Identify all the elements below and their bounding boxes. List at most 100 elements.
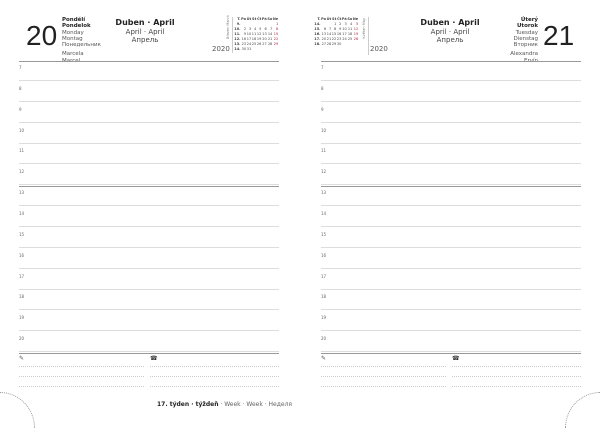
- hour-line: [321, 309, 581, 311]
- calendar-cell: 15: [273, 32, 279, 36]
- calendar-cell: T.: [237, 17, 241, 21]
- note-line: [321, 386, 446, 387]
- calendar-cell: 7: [328, 27, 332, 31]
- calendar-cell: 18: [347, 32, 353, 36]
- month-title: Duben · April April · April Апрель: [110, 18, 180, 45]
- hour-label: 8: [19, 85, 22, 91]
- hour-label: 9: [321, 106, 324, 112]
- calendar-cell: T.: [317, 17, 321, 21]
- day-name: Понедельник: [62, 42, 101, 49]
- calendar-cell: 8: [334, 27, 337, 31]
- calendar-month-label: Květen May: [362, 18, 366, 39]
- hour-line: [19, 80, 279, 81]
- calendar-cell: 28: [326, 42, 332, 46]
- calendar-cell: 26: [256, 42, 262, 46]
- hour-line: [321, 80, 581, 81]
- hour-line: [19, 225, 279, 227]
- calendar-cell: Út: [326, 17, 332, 21]
- calendar-cell: 4: [254, 27, 257, 31]
- calendar-cell: 30: [336, 42, 342, 46]
- calendar-cell: 10: [246, 32, 252, 36]
- hour-label: 19: [19, 315, 25, 321]
- right-page: 21 Úterý Utorok Tuesday Dienstag Вторник…: [300, 0, 600, 429]
- calendar-cell: 27: [262, 42, 267, 46]
- calendar-cell: 29: [273, 42, 279, 46]
- hour-label: 10: [321, 127, 327, 133]
- divider: [321, 61, 581, 62]
- hour-label: 15: [321, 231, 327, 237]
- day-name: Montag: [62, 35, 83, 42]
- calendar-cell: Pá: [341, 17, 347, 21]
- calendar-cell: St: [332, 17, 337, 21]
- hour-line: [321, 351, 581, 353]
- calendar-cell: 11: [347, 27, 353, 31]
- hour-line: [321, 267, 581, 269]
- hour-line: [321, 100, 581, 102]
- calendar-cell: Čt: [337, 17, 342, 21]
- hour-label: 11: [19, 148, 25, 154]
- calendar-cell: 1: [275, 22, 279, 26]
- hour-line: [19, 267, 279, 269]
- calendar-cell: 12.: [234, 37, 241, 41]
- day-names: Pondělí Pondelok Monday Montag Понедельн…: [62, 17, 101, 64]
- note-line: [19, 366, 144, 367]
- hour-line: [19, 205, 279, 207]
- hour-label: 8: [321, 85, 324, 91]
- hour-line: [19, 163, 279, 165]
- hour-label: 17: [19, 273, 25, 279]
- phone-icon: ☎: [452, 355, 460, 362]
- calendar-row: 11. 9 10 11 12 13 14 15: [234, 32, 278, 37]
- phone-icon: ☎: [150, 355, 158, 362]
- day-name: Utorok: [516, 23, 538, 30]
- note-line: [150, 376, 279, 377]
- calendar-cell: Po: [241, 17, 247, 21]
- calendar-cell: 20: [262, 37, 267, 41]
- calendar-row: T. Po Út St Čt Pá So Ne: [234, 17, 278, 22]
- hour-line: [19, 309, 279, 311]
- hour-line: [19, 246, 279, 248]
- calendar-cell: 2: [339, 22, 342, 26]
- divider: [19, 61, 279, 62]
- divider: [321, 353, 581, 354]
- calendar-cell: 19: [353, 32, 359, 36]
- calendar-row: 18. 27 28 29 30: [314, 42, 358, 47]
- day-name: Tuesday: [515, 29, 538, 36]
- calendar-cell: 12: [256, 32, 262, 36]
- nameday: Marcel: [62, 57, 81, 64]
- left-page: 20 Pondělí Pondelok Monday Montag Понеде…: [19, 15, 279, 387]
- hour-label: 14: [321, 210, 327, 216]
- hour-line: [321, 288, 581, 290]
- note-line: [452, 376, 581, 377]
- hour-label: 13: [19, 190, 25, 196]
- calendar-cell: 13: [321, 32, 327, 36]
- calendar-row: 16. 13 14 15 16 17 18 19: [314, 32, 358, 37]
- day-number: 20: [26, 20, 58, 51]
- calendar-cell: So: [347, 17, 353, 21]
- hour-label: 15: [19, 231, 25, 237]
- calendar-row: 17. 20 21 22 23 24 25 26: [314, 37, 358, 42]
- calendar-month-label: Březen March: [226, 15, 230, 39]
- hour-line: [19, 121, 279, 123]
- month-name: Duben · April: [420, 18, 480, 27]
- calendar-cell: 14.: [314, 22, 321, 26]
- hour-label: 12: [321, 169, 327, 175]
- divider: [19, 186, 279, 187]
- hour-line: [19, 142, 279, 144]
- calendar-cell: 5: [259, 27, 262, 31]
- calendar-cell: 9.: [236, 22, 241, 26]
- year: 2020: [370, 45, 388, 53]
- day-name: Pondělí: [62, 17, 86, 23]
- calendar-cell: 25: [347, 37, 353, 41]
- calendar-cell: 9: [243, 32, 247, 36]
- calendar-cell: 11: [251, 32, 257, 36]
- calendar-cell: 23: [336, 37, 342, 41]
- hour-line: [321, 121, 581, 123]
- hour-label: 7: [19, 65, 22, 70]
- month-name: Апрель: [436, 36, 464, 44]
- hour-label: 20: [321, 336, 327, 342]
- calendar-cell: Ne: [352, 17, 359, 21]
- calendar-cell: 12: [353, 27, 359, 31]
- calendar-cell: 14: [326, 32, 332, 36]
- calendar-cell: 2: [243, 27, 247, 31]
- year: 2020: [212, 45, 230, 53]
